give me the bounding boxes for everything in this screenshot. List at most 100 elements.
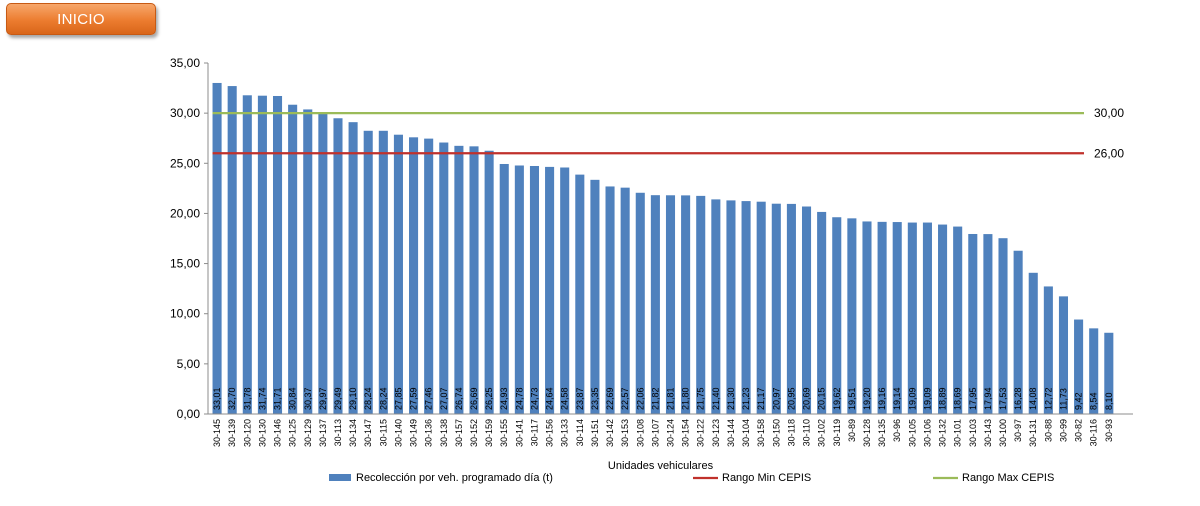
bar-value-label: 17,94 — [983, 387, 993, 410]
x-tick-label: 30-157 — [454, 419, 464, 447]
y-tick-label: 20,00 — [170, 206, 200, 220]
bar — [560, 167, 570, 414]
x-tick-label: 30-117 — [529, 419, 539, 446]
bar — [877, 221, 887, 414]
bar — [424, 138, 434, 415]
bar — [665, 195, 676, 414]
inicio-button[interactable]: INICIO — [6, 3, 156, 35]
x-tick-label: 30-151 — [590, 419, 600, 447]
legend-label: Recolección por veh. programado día (t) — [356, 472, 553, 484]
bar-value-label: 30,84 — [288, 387, 298, 410]
bar — [696, 195, 706, 414]
bar — [514, 165, 524, 414]
bar-value-label: 21,40 — [711, 387, 721, 410]
bar — [333, 118, 343, 414]
bar-value-label: 27,07 — [439, 387, 449, 410]
x-tick-label: 30-113 — [333, 419, 343, 446]
reference-line-label: 26,00 — [1094, 146, 1124, 160]
x-axis-title: Unidades vehiculares — [608, 460, 714, 472]
x-tick-label: 30-124 — [666, 419, 676, 447]
x-tick-label: 30-142 — [605, 419, 615, 447]
bar-value-label: 21,80 — [681, 387, 691, 410]
bar-value-label: 24,73 — [529, 387, 539, 410]
x-tick-label: 30-125 — [288, 419, 298, 447]
x-tick-label: 30-141 — [514, 419, 524, 447]
x-tick-label: 30-145 — [212, 419, 222, 447]
bar-value-label: 21,17 — [756, 387, 766, 410]
bar-value-label: 31,78 — [242, 387, 252, 410]
x-tick-label: 30-136 — [424, 419, 434, 447]
reference-lines: 26,00 30,00 — [212, 106, 1124, 160]
bar — [832, 217, 842, 414]
bar — [212, 82, 222, 415]
bar-value-label: 20,97 — [771, 387, 781, 410]
x-tick-label: 30-131 — [1028, 419, 1038, 447]
bar — [1074, 319, 1084, 414]
bar-value-label: 20,15 — [817, 387, 827, 410]
bar-value-label: 23,35 — [590, 387, 600, 410]
bar — [348, 122, 358, 414]
y-axis: 0,00 5,00 10,00 15,00 20,00 25,00 30,00 35,00 — [170, 56, 209, 421]
bar — [393, 134, 403, 414]
bar — [998, 238, 1008, 414]
x-tick-label: 30-130 — [257, 419, 267, 447]
bar — [469, 146, 479, 414]
x-tick-label: 30-96 — [892, 419, 902, 442]
x-tick-label: 30-102 — [817, 419, 827, 447]
bar — [771, 203, 781, 414]
x-tick-label: 30-99 — [1058, 419, 1068, 442]
x-tick-label: 30-132 — [938, 419, 948, 447]
bar-value-label: 19,09 — [922, 387, 932, 410]
x-tick-label: 30-139 — [227, 419, 237, 447]
bar-value-label: 28,24 — [363, 387, 373, 410]
bar-value-label: 22,57 — [620, 387, 630, 410]
y-tick-label: 10,00 — [170, 307, 200, 321]
bar-value-label: 33,01 — [212, 387, 222, 410]
bar — [1089, 328, 1099, 414]
bar — [272, 95, 283, 414]
x-tick-label: 30-153 — [620, 419, 630, 447]
bar-value-label: 29,97 — [318, 387, 328, 410]
bar-value-label: 14,08 — [1028, 387, 1038, 410]
x-tick-label: 30-156 — [545, 419, 555, 447]
legend-label: Rango Min CEPIS — [722, 472, 811, 484]
x-tick-label: 30-143 — [983, 419, 993, 447]
bars: 33,01 32,70 31,78 31,74 31,71 30,84 30,37 29,97… — [212, 82, 1114, 415]
bar-value-label: 24,93 — [499, 387, 509, 410]
x-tick-label: 30-155 — [499, 419, 509, 447]
x-tick-label: 30-129 — [303, 419, 313, 447]
bar — [983, 234, 993, 414]
bar-value-label: 17,53 — [998, 387, 1008, 410]
bar — [1058, 296, 1069, 414]
bar-value-label: 29,49 — [333, 387, 343, 410]
x-tick-label: 30-134 — [348, 419, 358, 447]
bar-value-label: 16,28 — [1013, 387, 1023, 410]
bar-value-label: 21,82 — [650, 387, 660, 410]
y-tick-label: 15,00 — [170, 257, 200, 271]
bar-value-label: 26,25 — [484, 387, 494, 410]
x-tick-label: 30-107 — [650, 419, 660, 447]
bar — [756, 201, 766, 414]
bar-value-label: 11,73 — [1058, 388, 1068, 410]
bar — [318, 113, 328, 414]
bar-value-label: 17,95 — [968, 387, 978, 410]
x-tick-label: 30-88 — [1043, 419, 1053, 442]
x-tick-label: 30-93 — [1104, 419, 1114, 442]
x-tick-label: 30-128 — [862, 419, 872, 447]
x-tick-label: 30-146 — [273, 419, 283, 447]
x-tick-label: 30-103 — [968, 419, 978, 447]
bar-value-label: 21,81 — [666, 387, 676, 410]
x-tick-label: 30-106 — [922, 419, 932, 447]
y-tick-label: 5,00 — [177, 357, 201, 371]
bar-value-label: 8,10 — [1104, 392, 1114, 410]
x-tick-label: 30-97 — [1013, 419, 1023, 442]
x-tick-label: 30-158 — [756, 419, 766, 447]
bar — [1028, 272, 1038, 414]
bar — [907, 222, 917, 414]
bar — [741, 201, 751, 414]
bar-value-label: 22,69 — [605, 387, 615, 410]
x-tick-label: 30-133 — [560, 419, 570, 447]
x-axis: 30-145 30-139 30-120 30-130 30-146 30-125 30-1… — [208, 413, 1133, 447]
bar-value-label: 8,54 — [1089, 392, 1099, 410]
bar-value-label: 30,37 — [303, 387, 313, 410]
